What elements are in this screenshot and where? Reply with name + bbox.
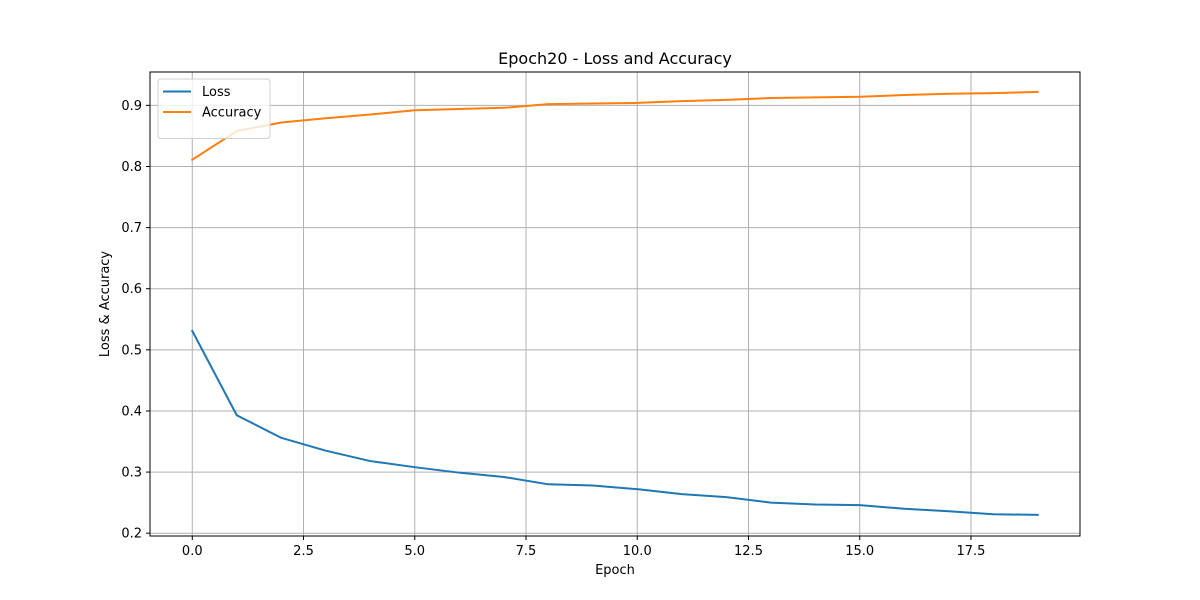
y-tick-label: 0.2 (121, 527, 142, 542)
chart-title: Epoch20 - Loss and Accuracy (498, 49, 732, 68)
x-tick-label: 17.5 (957, 544, 986, 559)
y-tick-label: 0.7 (121, 221, 142, 236)
x-tick-label: 15.0 (845, 544, 874, 559)
x-tick-label: 0.0 (182, 544, 203, 559)
loss-line (190, 329, 1039, 516)
legend-label-loss: Loss (202, 85, 231, 100)
axis-ticks: 0.0 2.5 5.0 7.5 10.0 12.5 15.0 17.5 0.2 0.3 0.4 0.5… (121, 99, 985, 559)
y-tick-label: 0.4 (121, 404, 142, 419)
y-tick-label: 0.9 (121, 99, 142, 114)
y-tick-label: 0.6 (121, 282, 142, 297)
x-tick-label: 5.0 (404, 544, 425, 559)
grid (150, 72, 1080, 536)
plot-frame (149, 71, 1081, 537)
y-tick-label: 0.8 (121, 160, 142, 175)
y-tick-label: 0.5 (121, 343, 142, 358)
x-axis-title: Epoch (595, 563, 635, 578)
legend-box (157, 78, 271, 139)
x-tick-label: 7.5 (516, 544, 537, 559)
legend-label-accuracy: Accuracy (202, 106, 262, 121)
plot-lines (190, 90, 1039, 516)
y-tick-label: 0.3 (121, 466, 142, 481)
legend: Loss Accuracy (157, 78, 271, 139)
x-tick-label: 12.5 (734, 544, 763, 559)
x-tick-label: 2.5 (293, 544, 314, 559)
accuracy-line (190, 90, 1039, 162)
y-axis-title: Loss & Accuracy (98, 251, 113, 358)
x-tick-label: 10.0 (623, 544, 652, 559)
